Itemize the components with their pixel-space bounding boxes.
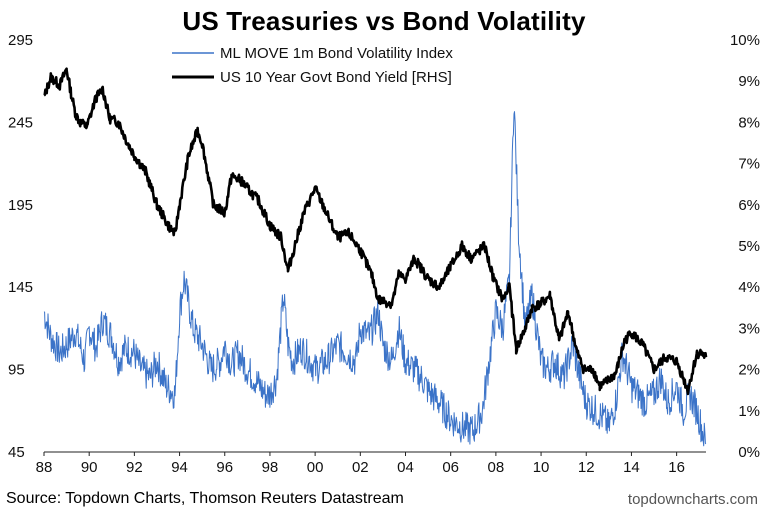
y-right-tick-label: 5% — [738, 238, 760, 255]
x-tick-label: 00 — [307, 459, 324, 476]
y-right-tick-label: 3% — [738, 320, 760, 337]
legend: ML MOVE 1m Bond Volatility Index US 10 Ye… — [172, 45, 453, 86]
y-right-tick-label: 0% — [738, 444, 760, 461]
y-left-tick-label: 95 — [8, 362, 25, 379]
y-right-tick-label: 4% — [738, 279, 760, 296]
x-tick-label: 02 — [352, 459, 369, 476]
series-layer — [43, 67, 708, 447]
y-right-tick-label: 8% — [738, 114, 760, 131]
x-tick-label: 92 — [126, 459, 143, 476]
x-tick-label: 14 — [623, 459, 640, 476]
y-right-tick-label: 7% — [738, 156, 760, 173]
y-right-tick-label: 10% — [730, 32, 760, 49]
series-10y-yield-line — [43, 67, 708, 396]
x-tick-label: 04 — [397, 459, 414, 476]
y-left-tick-label: 295 — [8, 32, 33, 49]
x-tick-label: 06 — [442, 459, 459, 476]
x-tick-label: 88 — [36, 459, 53, 476]
y-left-tick-label: 45 — [8, 444, 25, 461]
y-left-tick-label: 145 — [8, 279, 33, 296]
chart-title: US Treasuries vs Bond Volatility — [182, 6, 586, 36]
y-right-tick-label: 2% — [738, 362, 760, 379]
source-note: Source: Topdown Charts, Thomson Reuters … — [6, 490, 404, 507]
y-left-tick-label: 195 — [8, 197, 33, 214]
x-tick-label: 08 — [488, 459, 505, 476]
x-tick-label: 90 — [81, 459, 98, 476]
brand-watermark: topdowncharts.com — [627, 491, 758, 508]
x-tick-label: 16 — [668, 459, 685, 476]
x-tick-label: 98 — [262, 459, 279, 476]
x-tick-label: 12 — [578, 459, 595, 476]
x-tick-label: 96 — [216, 459, 233, 476]
x-tick-label: 10 — [533, 459, 550, 476]
series-move-index-line — [43, 111, 707, 447]
y-right-tick-label: 6% — [738, 197, 760, 214]
y-right-tick-label: 9% — [738, 73, 760, 90]
chart-axes: 88 90 92 94 96 98 00 02 04 06 08 10 12 14 16 295 245 195 1… — [8, 32, 760, 476]
y-left-tick-label: 245 — [8, 114, 33, 131]
legend-label-yield: US 10 Year Govt Bond Yield [RHS] — [220, 69, 452, 86]
y-right-tick-label: 1% — [738, 403, 760, 420]
x-tick-label: 94 — [171, 459, 188, 476]
legend-label-move: ML MOVE 1m Bond Volatility Index — [220, 45, 453, 62]
